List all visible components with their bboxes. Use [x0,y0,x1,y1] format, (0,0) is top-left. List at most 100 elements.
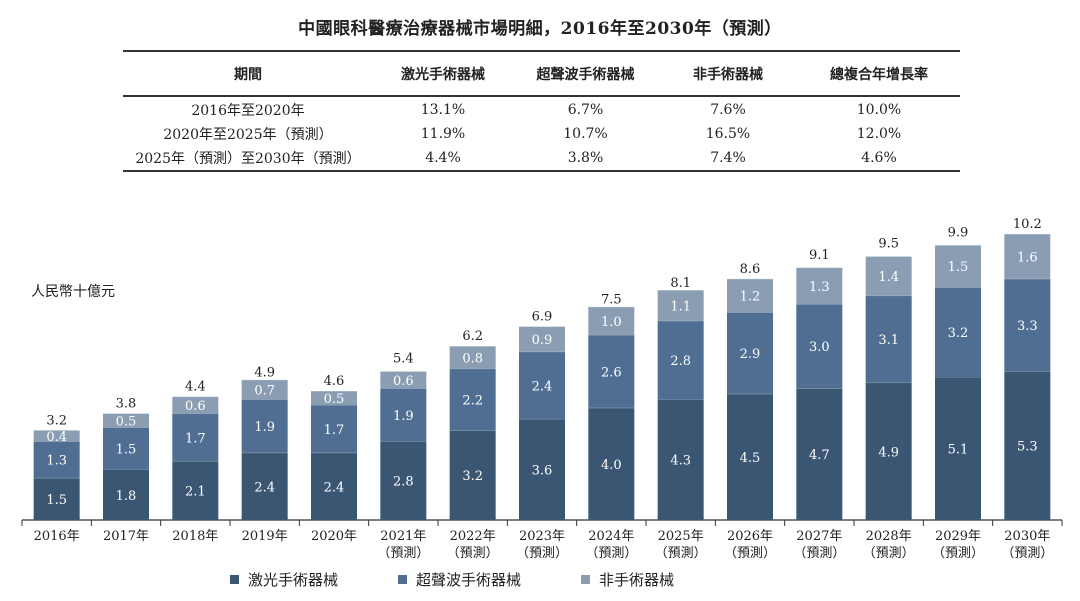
bar-segment [588,306,635,335]
bar-value-label: 2.1 [185,485,206,500]
x-tick-label: 2026年 [727,529,773,544]
bar-value-label: 2.2 [462,393,483,408]
bar-segment [449,346,496,369]
bar-total-label: 3.2 [46,413,67,428]
table-cell: 10.0% [856,102,902,118]
chart-title: 中國眼科醫療治療器械市場明細，2016年至2030年（預測） [298,19,782,39]
bar-segment [865,382,912,520]
bar-total-label: 9.9 [948,225,969,240]
bar-segment [519,351,565,420]
bar-segment [33,477,80,520]
table-cell: 13.1% [420,102,466,118]
bar-total-label: 9.1 [809,248,830,263]
table-cell: 6.7% [567,102,604,118]
bar-value-label: 4.0 [601,458,622,473]
table-cell: 12.0% [856,125,902,142]
bar-value-label: 1.3 [46,454,67,469]
bar-total-label: 4.9 [254,366,275,381]
table-cell-period: 2020年至2025年（預測） [163,126,333,143]
bar-segment [796,304,843,389]
header-ultrasound: 超聲波手術器械 [513,50,658,97]
x-tick-label: 2025年 [658,529,704,544]
x-tick-sublabel: （預測） [724,546,776,561]
x-tick-label: 2027年 [796,529,842,544]
x-tick-sublabel: （預測） [447,546,499,561]
x-tick-label: 2016年 [34,529,80,544]
bar-value-label: 1.9 [393,409,414,424]
bar-value-label: 1.5 [116,443,137,458]
bar-value-label: 0.8 [462,351,483,366]
bar-segment [865,295,912,383]
table-row: 2020年至2025年（預測） 11.9% 10.7% 16.5% 12.0% [123,121,960,146]
bar-total-label: 4.4 [185,380,206,395]
x-tick-label: 2028年 [866,529,912,544]
bar-segment [519,326,565,352]
bar-segment [33,441,80,478]
bar-total-label: 6.9 [532,310,553,325]
bar-segment [33,430,80,442]
bar-value-label: 2.8 [670,354,691,369]
legend-swatch-non-surgical [581,574,591,584]
bar-total-label: 7.5 [601,293,622,308]
bar-segment [796,388,843,520]
table-cell: 7.4% [658,146,798,172]
bar-value-label: 4.3 [670,454,691,469]
table-cell: 4.4% [373,146,513,172]
bar-segment [449,368,496,431]
bar-value-label: 0.9 [532,333,553,348]
x-tick-sublabel: （預測） [863,546,915,561]
legend-item-non-surgical: 非手術器械 [581,569,674,590]
header-period: 期間 [123,50,373,97]
bar-total-label: 8.1 [670,276,691,291]
bar-value-label: 1.1 [670,300,691,315]
bar-value-label: 3.3 [1017,319,1038,334]
x-tick-label: 2024年 [588,529,634,544]
bar-value-label: 3.6 [532,464,553,479]
bar-total-label: 6.2 [462,329,483,344]
cagr-table: 期間 激光手術器械 超聲波手術器械 非手術器械 總複合年增長率 2016年至20… [123,50,960,172]
x-tick-label: 2019年 [242,529,288,544]
bar-value-label: 1.5 [948,260,969,275]
header-non-surgical: 非手術器械 [658,50,798,97]
bar-value-label: 3.2 [462,469,483,484]
bar-value-label: 2.4 [254,480,275,495]
table-cell: 3.8% [513,146,658,172]
bar-value-label: 1.7 [185,431,206,446]
legend-swatch-laser [230,574,239,584]
bar-segment [449,430,496,520]
bar-value-label: 2.6 [601,365,622,380]
bar-segment [935,287,981,377]
x-tick-sublabel: （預測） [585,546,637,561]
bar-segment [103,427,149,470]
bar-segment [172,413,219,462]
x-tick-label: 2029年 [935,529,981,544]
bar-segment [727,312,773,394]
bar-value-label: 1.0 [601,315,622,330]
bar-segment [935,377,981,520]
x-tick-label: 2030年 [1004,529,1050,544]
bar-value-label: 1.4 [878,270,899,285]
legend-item-ultrasound: 超聲波手術器械 [398,569,521,590]
table-cell: 11.9% [420,125,466,142]
bar-segment [103,469,149,520]
bar-value-label: 1.6 [1017,250,1038,265]
bar-segment [311,391,357,406]
bar-segment [588,334,635,408]
bar-value-label: 1.2 [740,290,761,305]
x-tick-sublabel: （預測） [793,546,845,561]
bar-segment [311,405,357,453]
bar-value-label: 0.6 [393,374,414,389]
x-tick-label: 2020年 [311,529,357,544]
bar-total-label: 3.8 [116,396,137,411]
x-tick-label: 2021年 [380,529,426,544]
legend-label-ultrasound: 超聲波手術器械 [416,570,522,589]
bar-total-label: 8.6 [740,262,761,277]
bar-value-label: 3.2 [948,326,969,341]
bar-total-label: 4.6 [324,374,345,389]
bar-segment [103,413,149,428]
bar-segment [657,320,704,400]
table-row: 2025年（預測）至2030年（預測） 4.4% 3.8% 7.4% 4.6% [123,146,960,172]
x-tick-sublabel: （預測） [655,546,707,561]
table-cell: 16.5% [705,125,751,142]
